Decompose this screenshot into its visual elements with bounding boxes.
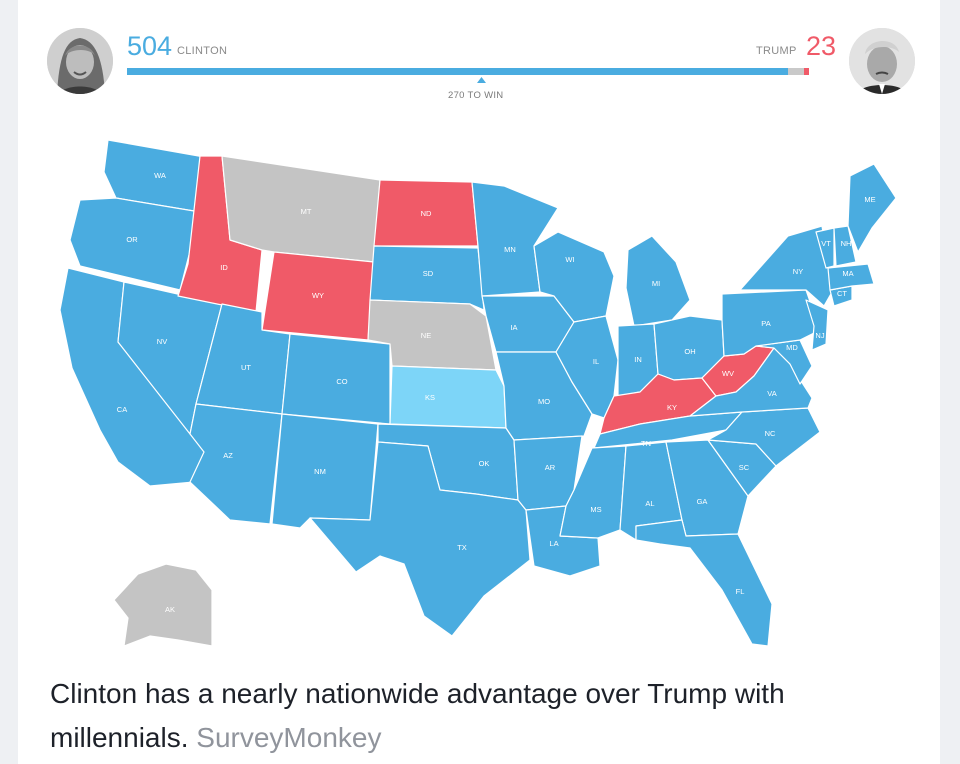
clinton-electoral-votes: 504 [127, 31, 173, 61]
label-al: AL [645, 499, 654, 508]
label-ia: IA [510, 323, 517, 332]
label-nm: NM [314, 467, 326, 476]
label-nv: NV [157, 337, 167, 346]
clinton-avatar [47, 28, 113, 94]
label-co: CO [336, 377, 347, 386]
threshold-label: 270 TO WIN [448, 90, 504, 101]
label-sc: SC [739, 463, 750, 472]
label-me: ME [864, 195, 875, 204]
label-ms: MS [590, 505, 601, 514]
label-pa: PA [761, 319, 770, 328]
caption-text: Clinton has a nearly nationwide advantag… [50, 678, 785, 753]
label-mi: MI [652, 279, 660, 288]
label-nj: NJ [815, 331, 824, 340]
label-or: OR [126, 235, 138, 244]
label-fl: FL [736, 587, 745, 596]
label-id: ID [220, 263, 228, 272]
state-mi[interactable] [625, 235, 691, 327]
label-tx: TX [457, 543, 467, 552]
label-md: MD [786, 343, 798, 352]
state-nh[interactable] [833, 225, 857, 267]
state-ks[interactable] [389, 365, 507, 429]
label-ok: OK [479, 459, 490, 468]
label-mn: MN [504, 245, 516, 254]
label-az: AZ [223, 451, 233, 460]
state-az[interactable] [189, 403, 283, 525]
trump-label: TRUMP [756, 45, 797, 57]
trump-avatar [849, 28, 915, 94]
label-sd: SD [423, 269, 434, 278]
caption-source-link[interactable]: SurveyMonkey [196, 722, 382, 753]
state-ma[interactable] [827, 263, 875, 291]
label-ct: CT [837, 289, 847, 298]
label-nc: NC [765, 429, 776, 438]
threshold-marker [477, 77, 486, 83]
label-ky: KY [667, 403, 677, 412]
label-vt: VT [821, 239, 831, 248]
trump-bar-fill [804, 68, 809, 75]
label-nh: NH [841, 239, 852, 248]
clinton-bar-segment [127, 68, 788, 75]
label-ar: AR [545, 463, 556, 472]
label-ne: NE [421, 331, 431, 340]
state-tx[interactable] [309, 441, 531, 637]
label-va: VA [767, 389, 776, 398]
label-ca: CA [117, 405, 127, 414]
label-mt: MT [301, 207, 312, 216]
clinton-label: CLINTON [177, 45, 228, 57]
label-ak: AK [165, 605, 175, 614]
us-electoral-map: WA OR CA NV ID MT WY UT AZ CO NM ND SD N… [59, 139, 897, 647]
label-wv: WV [722, 369, 734, 378]
label-ga: GA [697, 497, 708, 506]
label-ks: KS [425, 393, 435, 402]
state-sd[interactable] [369, 245, 485, 311]
label-il: IL [593, 357, 599, 366]
label-wy: WY [312, 291, 324, 300]
label-wi: WI [565, 255, 574, 264]
label-ut: UT [241, 363, 251, 372]
page-left-margin [0, 0, 18, 764]
state-nj[interactable] [805, 299, 829, 351]
label-ny: NY [793, 267, 803, 276]
post-caption: Clinton has a nearly nationwide advantag… [50, 672, 910, 760]
label-wa: WA [154, 171, 166, 180]
label-nd: ND [421, 209, 432, 218]
state-ak[interactable] [113, 563, 213, 647]
state-vt[interactable] [815, 227, 835, 269]
label-tn: TN [641, 439, 651, 448]
label-oh: OH [684, 347, 695, 356]
tossup-bar-segment [788, 68, 809, 75]
label-ma: MA [842, 269, 853, 278]
label-mo: MO [538, 397, 550, 406]
trump-electoral-votes: 23 [806, 31, 837, 61]
state-me[interactable] [847, 163, 897, 253]
label-la: LA [549, 539, 558, 548]
page-right-margin [940, 0, 960, 764]
state-fl[interactable] [635, 519, 773, 647]
label-in: IN [634, 355, 642, 364]
electoral-vote-bar [127, 68, 809, 75]
